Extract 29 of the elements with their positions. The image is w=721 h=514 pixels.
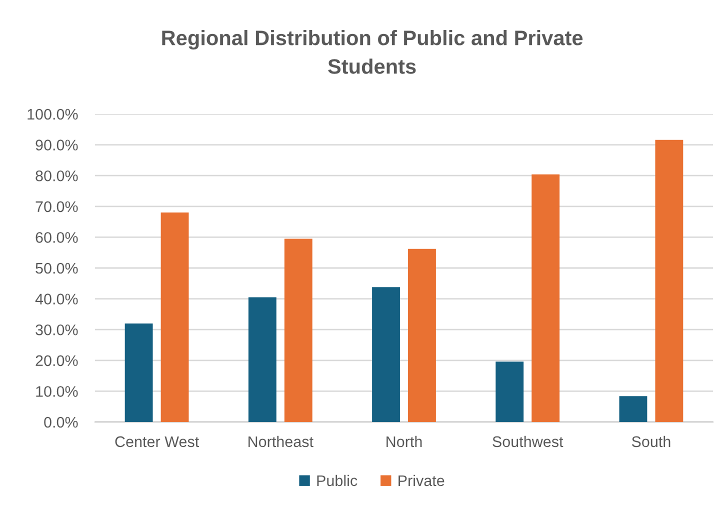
x-tick-label: Center West: [115, 436, 200, 448]
bar: [124, 323, 153, 422]
y-tick-label: 50.0%: [36, 262, 78, 274]
y-tick-label: 20.0%: [36, 355, 78, 366]
bar: [284, 238, 312, 422]
bar: [372, 287, 400, 422]
x-tick-label: South: [632, 436, 670, 448]
y-tick-label: 60.0%: [36, 232, 78, 243]
x-tick-label: North: [386, 436, 422, 448]
y-tick-label: 100.0%: [28, 108, 78, 120]
bar: [496, 362, 524, 422]
x-tick-label: Northeast: [248, 436, 314, 448]
bar: [160, 212, 189, 422]
y-tick-label: 70.0%: [36, 201, 78, 212]
y-tick-label: 90.0%: [36, 140, 78, 150]
bar: [408, 248, 436, 422]
x-tick-label: Southwest: [492, 436, 564, 448]
y-tick-label: 80.0%: [36, 170, 78, 182]
bar: [532, 174, 560, 422]
chart-title: Regional Distribution of Public and Private Students: [162, 30, 583, 74]
y-tick-label: 10.0%: [36, 386, 78, 397]
legend-label: Public: [317, 474, 358, 486]
bar: [619, 396, 648, 422]
legend-label: Private: [398, 474, 444, 486]
bar: [655, 140, 684, 422]
y-tick-label: 30.0%: [36, 324, 78, 336]
y-tick-label: 40.0%: [35, 294, 78, 304]
y-tick-label: 0.0%: [44, 416, 78, 428]
bar: [248, 297, 276, 422]
